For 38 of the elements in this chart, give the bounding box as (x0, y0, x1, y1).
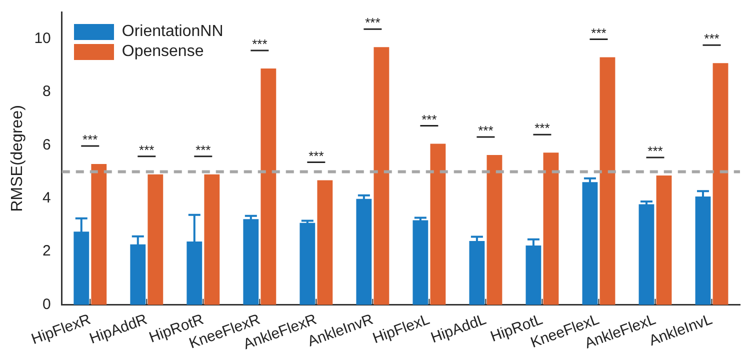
annotation: *** (591, 25, 606, 40)
legend-label: Opensense (122, 43, 204, 61)
y-tick-label: 10 (34, 30, 51, 47)
annotation: *** (308, 148, 324, 164)
legend-label: OrientationNN (122, 23, 224, 41)
bar (243, 219, 259, 305)
annotation: *** (82, 132, 98, 148)
annotation: *** (422, 112, 437, 127)
bar (317, 180, 333, 305)
bar (300, 222, 316, 305)
bar (712, 63, 728, 305)
annotation: *** (648, 144, 663, 159)
y-tick-label: 4 (42, 190, 51, 207)
annotation: *** (139, 142, 154, 158)
bar (356, 198, 372, 305)
annotation: *** (365, 15, 380, 30)
y-tick-label: 6 (42, 136, 51, 154)
bar (91, 164, 107, 305)
bar (486, 154, 502, 305)
annotation: *** (478, 123, 494, 138)
annotation: *** (704, 31, 720, 46)
y-tick-label: 2 (42, 242, 51, 260)
bar (543, 152, 559, 305)
annotation: *** (196, 142, 211, 158)
bar (374, 47, 390, 305)
bar (656, 175, 672, 305)
bar (260, 68, 276, 305)
bar (148, 174, 164, 305)
y-axis-title: RMSE(degree) (9, 105, 26, 212)
bar (600, 57, 616, 305)
bar (638, 204, 654, 305)
bar (204, 174, 220, 305)
annotation: *** (252, 36, 268, 52)
bar (412, 220, 428, 305)
annotation: *** (534, 120, 550, 136)
y-tick-label: 8 (42, 83, 51, 100)
y-tick-label: 0 (42, 296, 51, 313)
bar (430, 144, 446, 305)
